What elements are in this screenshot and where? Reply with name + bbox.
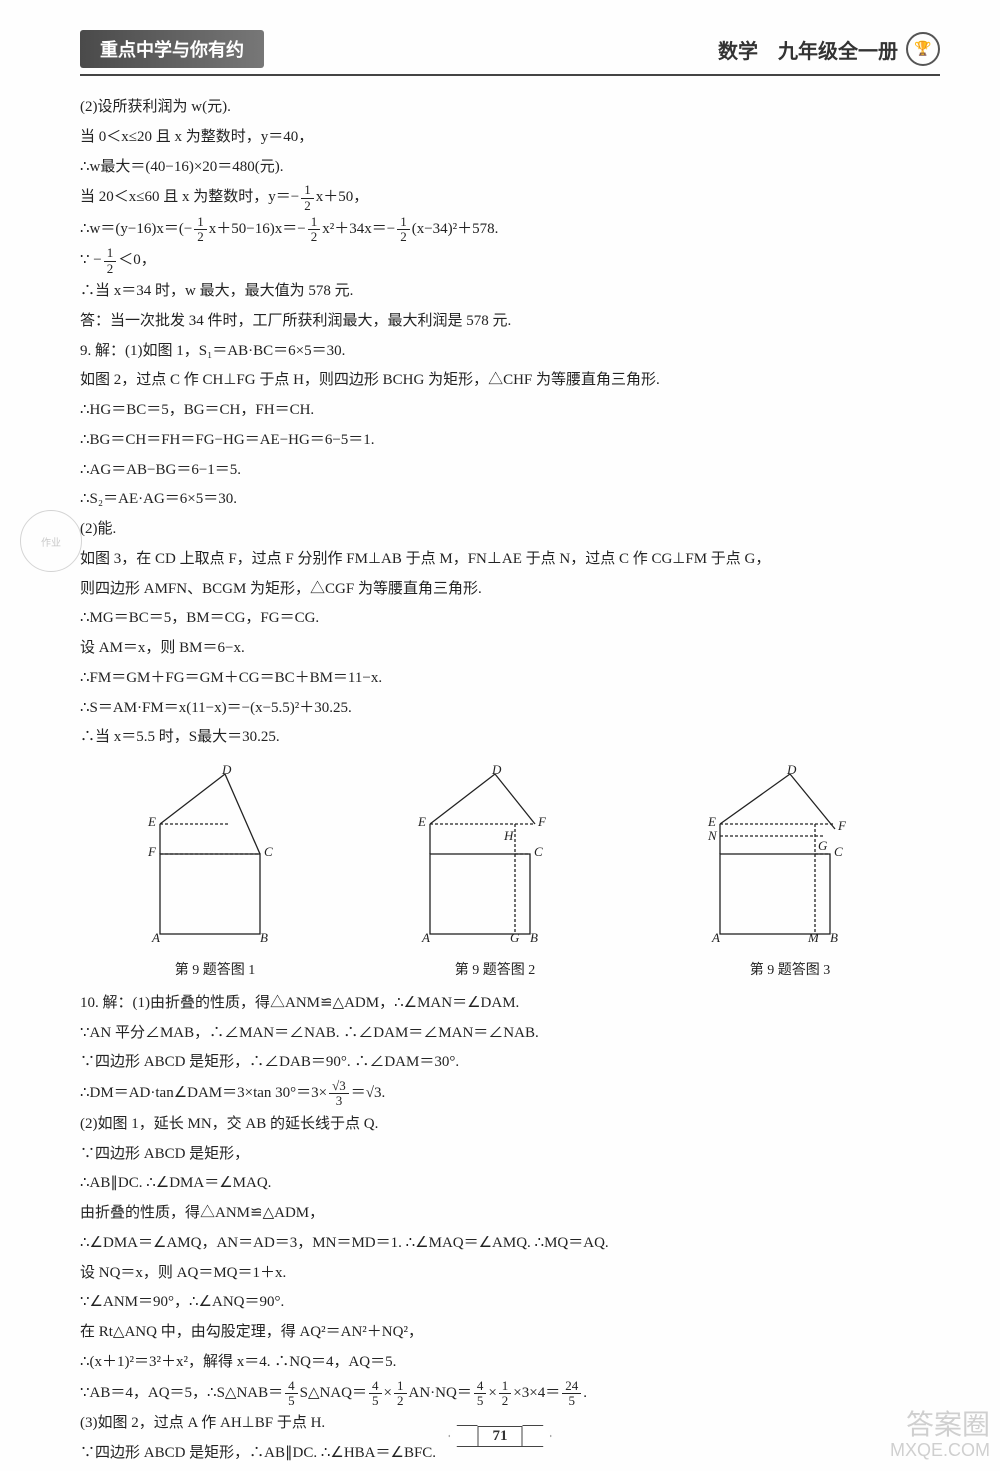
svg-text:B: B — [260, 930, 268, 945]
text-line: ∴当 x＝34 时，w 最大，最大值为 578 元. — [80, 278, 940, 306]
watermark-line2: MXQE.COM — [890, 1441, 990, 1461]
text-line: 由折叠的性质，得△ANM≌△ADM， — [80, 1200, 940, 1228]
svg-text:A: A — [711, 930, 720, 945]
text-line: 答：当一次批发 34 件时，工厂所获利润最大，最大利润是 578 元. — [80, 308, 940, 336]
text-line: ∵ −12＜0， — [80, 246, 940, 276]
text-line: ∵AB＝4，AQ＝5，∴S△NAB＝45S△NAQ＝45×12AN·NQ＝45×… — [80, 1379, 940, 1409]
text-line: ∴HG＝BC＝5，BG＝CH，FH＝CH. — [80, 397, 940, 425]
figure-1: A B C D E F 第 9 题答图 1 — [130, 764, 300, 984]
svg-text:F: F — [537, 814, 547, 829]
text-line: 在 Rt△ANQ 中，由勾股定理，得 AQ²＝AN²＋NQ²， — [80, 1319, 940, 1347]
text-line: ∴AG＝AB−BG＝6−1＝5. — [80, 457, 940, 485]
svg-text:D: D — [491, 764, 502, 777]
text-line: 则四边形 AMFN、BCGM 为矩形，△CGF 为等腰直角三角形. — [80, 576, 940, 604]
svg-text:E: E — [707, 814, 716, 829]
text-line: ∴DM＝AD·tan∠DAM＝3×tan 30°＝3×√33＝√3. — [80, 1079, 940, 1109]
text-line: ∴当 x＝5.5 时，S最大＝30.25. — [80, 724, 940, 752]
text-line: ∴FM＝GM＋FG＝GM＋CG＝BC＋BM＝11−x. — [80, 665, 940, 693]
stamp-icon: 作业 — [20, 510, 82, 572]
figure-1-caption: 第 9 题答图 1 — [130, 958, 300, 984]
text-line: ∵∠ANM＝90°，∴∠ANQ＝90°. — [80, 1289, 940, 1317]
svg-text:C: C — [264, 844, 273, 859]
figure-3: A B C D E F G M N 第 9 题答图 3 — [690, 764, 890, 984]
watermark-line1: 答案圈 — [890, 1410, 990, 1441]
svg-text:F: F — [147, 844, 157, 859]
header-left-label: 重点中学与你有约 — [80, 30, 264, 68]
diagram-3: A B C D E F G M N — [690, 764, 890, 954]
text-line: 当 20＜x≤60 且 x 为整数时，y＝−12x＋50， — [80, 183, 940, 213]
figures-row: A B C D E F 第 9 题答图 1 — [80, 764, 940, 984]
text-line: ∴∠DMA＝∠AMQ，AN＝AD＝3，MN＝MD＝1. ∴∠MAQ＝∠AMQ. … — [80, 1230, 940, 1258]
text-line: (2)如图 1，延长 MN，交 AB 的延长线于点 Q. — [80, 1111, 940, 1139]
svg-text:G: G — [818, 838, 828, 853]
page: 重点中学与你有约 数学 九年级全一册 🏆 作业 (2)设所获利润为 w(元). … — [0, 0, 1000, 1471]
text-line: ∴BG＝CH＝FH＝FG−HG＝AE−HG＝6−5＝1. — [80, 427, 940, 455]
svg-text:C: C — [834, 844, 843, 859]
text-line: ∵四边形 ABCD 是矩形，∴∠DAB＝90°. ∴∠DAM＝30°. — [80, 1049, 940, 1077]
text-line: ∴(x＋1)²＝3²＋x²，解得 x＝4. ∴NQ＝4，AQ＝5. — [80, 1349, 940, 1377]
content-body: (2)设所获利润为 w(元). 当 0＜x≤20 且 x 为整数时，y＝40， … — [80, 94, 940, 1468]
svg-text:E: E — [417, 814, 426, 829]
figure-2: A B C D E F G H 第 9 题答图 2 — [400, 764, 590, 984]
figure-3-caption: 第 9 题答图 3 — [690, 958, 890, 984]
svg-text:M: M — [807, 930, 820, 945]
text-line: ∴AB∥DC. ∴∠DMA＝∠MAQ. — [80, 1170, 940, 1198]
trophy-icon: 🏆 — [906, 32, 940, 66]
text-line: ∴MG＝BC＝5，BM＝CG，FG＝CG. — [80, 605, 940, 633]
text-line: (2)设所获利润为 w(元). — [80, 94, 940, 122]
text-line: ∴w最大＝(40−16)×20＝480(元). — [80, 154, 940, 182]
diagram-1: A B C D E F — [130, 764, 300, 954]
svg-text:N: N — [707, 828, 718, 843]
header-right-label: 数学 九年级全一册 — [718, 35, 898, 64]
page-number-value: 71 — [478, 1426, 523, 1447]
page-header: 重点中学与你有约 数学 九年级全一册 🏆 — [80, 30, 940, 76]
text-line: 设 AM＝x，则 BM＝6−x. — [80, 635, 940, 663]
text-line: 9. 解：(1)如图 1，S₁＝AB·BC＝6×5＝30. — [80, 338, 940, 366]
svg-text:B: B — [530, 930, 538, 945]
figure-2-caption: 第 9 题答图 2 — [400, 958, 590, 984]
text-line: ∴S₂＝AE·AG＝6×5＝30. — [80, 486, 940, 514]
svg-text:A: A — [421, 930, 430, 945]
svg-text:D: D — [221, 764, 232, 777]
header-right: 数学 九年级全一册 🏆 — [718, 32, 940, 66]
text-line: 如图 2，过点 C 作 CH⊥FG 于点 H，则四边形 BCHG 为矩形，△CH… — [80, 367, 940, 395]
text-line: 设 NQ＝x，则 AQ＝MQ＝1＋x. — [80, 1260, 940, 1288]
text-line: ∵AN 平分∠MAB，∴∠MAN＝∠NAB. ∴∠DAM＝∠MAN＝∠NAB. — [80, 1020, 940, 1048]
svg-text:E: E — [147, 814, 156, 829]
svg-text:F: F — [837, 818, 847, 833]
page-number: 71 — [449, 1425, 552, 1447]
text-line: 当 0＜x≤20 且 x 为整数时，y＝40， — [80, 124, 940, 152]
svg-text:C: C — [534, 844, 543, 859]
text-line: ∵四边形 ABCD 是矩形， — [80, 1141, 940, 1169]
text-line: ∴w＝(y−16)x＝(−12x＋50−16)x＝−12x²＋34x＝−12(x… — [80, 215, 940, 245]
text-line: 如图 3，在 CD 上取点 F，过点 F 分别作 FM⊥AB 于点 M，FN⊥A… — [80, 546, 940, 574]
text-line: ∴S＝AM·FM＝x(11−x)＝−(x−5.5)²＋30.25. — [80, 695, 940, 723]
diagram-2: A B C D E F G H — [400, 764, 590, 954]
svg-text:A: A — [151, 930, 160, 945]
text-line: (2)能. — [80, 516, 940, 544]
svg-text:H: H — [503, 828, 514, 843]
svg-text:B: B — [830, 930, 838, 945]
text-line: 10. 解：(1)由折叠的性质，得△ANM≌△ADM，∴∠MAN＝∠DAM. — [80, 990, 940, 1018]
watermark: 答案圈 MXQE.COM — [890, 1410, 990, 1461]
ribbon-right-icon — [523, 1425, 552, 1447]
svg-text:G: G — [510, 930, 520, 945]
svg-text:D: D — [786, 764, 797, 777]
ribbon-left-icon — [449, 1425, 478, 1447]
